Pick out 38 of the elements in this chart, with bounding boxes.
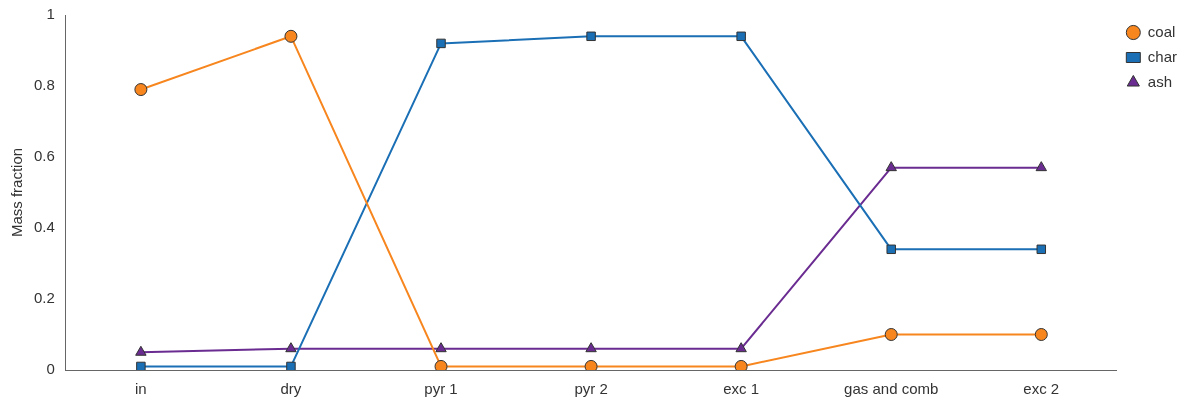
y-tick-label: 0 — [46, 360, 55, 378]
y-tick-label: 1 — [46, 5, 55, 23]
point — [436, 38, 446, 49]
x-tick-label: pyr 2 — [574, 380, 608, 398]
point — [586, 31, 596, 42]
x-tick-label: exc 1 — [723, 380, 760, 398]
x-tick-label: gas and comb — [844, 380, 939, 398]
y-tick-label: 0.2 — [33, 289, 55, 307]
point — [1034, 328, 1048, 341]
point — [284, 29, 298, 43]
y-tick-label: 0.6 — [33, 147, 55, 165]
point — [585, 342, 597, 353]
point — [884, 328, 898, 341]
point — [134, 83, 148, 97]
point — [136, 361, 146, 370]
point — [885, 161, 897, 172]
point — [135, 345, 147, 356]
point — [735, 342, 747, 353]
legend-label: char — [1147, 47, 1178, 65]
x-tick-label: exc 2 — [1023, 380, 1060, 398]
x-tick-label: pyr 1 — [424, 380, 458, 398]
point — [736, 31, 746, 42]
point — [435, 342, 447, 353]
legend-label: coal — [1147, 22, 1176, 40]
point — [1035, 161, 1047, 172]
point — [285, 342, 297, 353]
point — [734, 359, 748, 370]
legend-label: ash — [1147, 72, 1173, 90]
point — [1036, 244, 1047, 255]
point — [886, 244, 896, 255]
x-tick-label: dry — [280, 380, 302, 398]
y-tick-label: 0.4 — [33, 218, 55, 236]
point — [434, 359, 448, 370]
point — [584, 359, 598, 370]
point — [286, 361, 296, 370]
x-tick-label: in — [135, 380, 147, 398]
y-axis-title: Mass fraction — [8, 147, 26, 238]
y-tick-label: 0.8 — [33, 76, 55, 94]
